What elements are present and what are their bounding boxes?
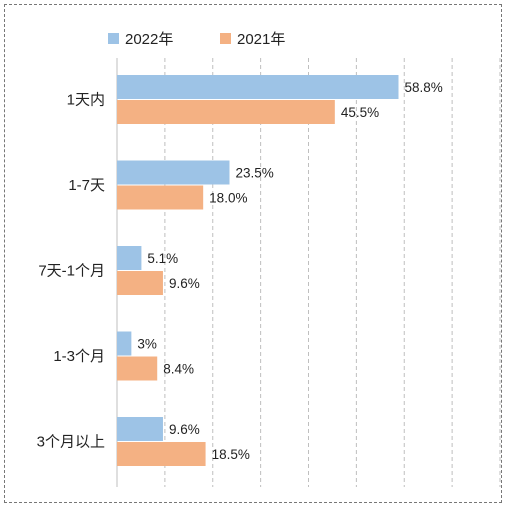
data-label: 18.5% — [212, 447, 250, 462]
category-label: 1天内 — [67, 92, 105, 109]
legend-swatch — [220, 33, 231, 44]
data-label: 8.4% — [163, 362, 194, 377]
data-label: 45.5% — [341, 105, 379, 120]
data-label: 58.8% — [405, 80, 443, 95]
bar-series-1 — [117, 246, 142, 270]
bar-series-2 — [117, 185, 204, 210]
bar-series-1 — [117, 417, 163, 441]
category-label: 1-7天 — [68, 177, 105, 194]
legend: 2022年 2021年 — [108, 31, 285, 48]
legend-label: 2021年 — [237, 31, 285, 48]
legend-label: 2022年 — [125, 31, 173, 48]
data-label: 3% — [137, 337, 157, 352]
data-label: 23.5% — [236, 166, 274, 181]
data-label: 18.0% — [209, 191, 247, 206]
bar-series-1 — [117, 75, 399, 99]
bar-series-2 — [117, 356, 158, 381]
bars — [117, 75, 399, 466]
data-label: 9.6% — [169, 422, 200, 437]
category-label: 3个月以上 — [37, 434, 105, 451]
data-label: 9.6% — [169, 276, 200, 291]
bar-series-1 — [117, 160, 230, 185]
bar-series-2 — [117, 100, 335, 124]
bar-series-2 — [117, 271, 163, 295]
legend-swatch — [108, 33, 119, 44]
data-label: 5.1% — [147, 251, 178, 266]
bar-series-2 — [117, 442, 206, 466]
bar-series-1 — [117, 331, 132, 356]
category-label: 1-3个月 — [53, 348, 105, 365]
category-label: 7天-1个月 — [38, 263, 105, 280]
labels: 58.8% 45.5% 1天内 23.5% 18.0% 1-7天 5.1% 9.6% 7天-1个… — [37, 80, 443, 462]
